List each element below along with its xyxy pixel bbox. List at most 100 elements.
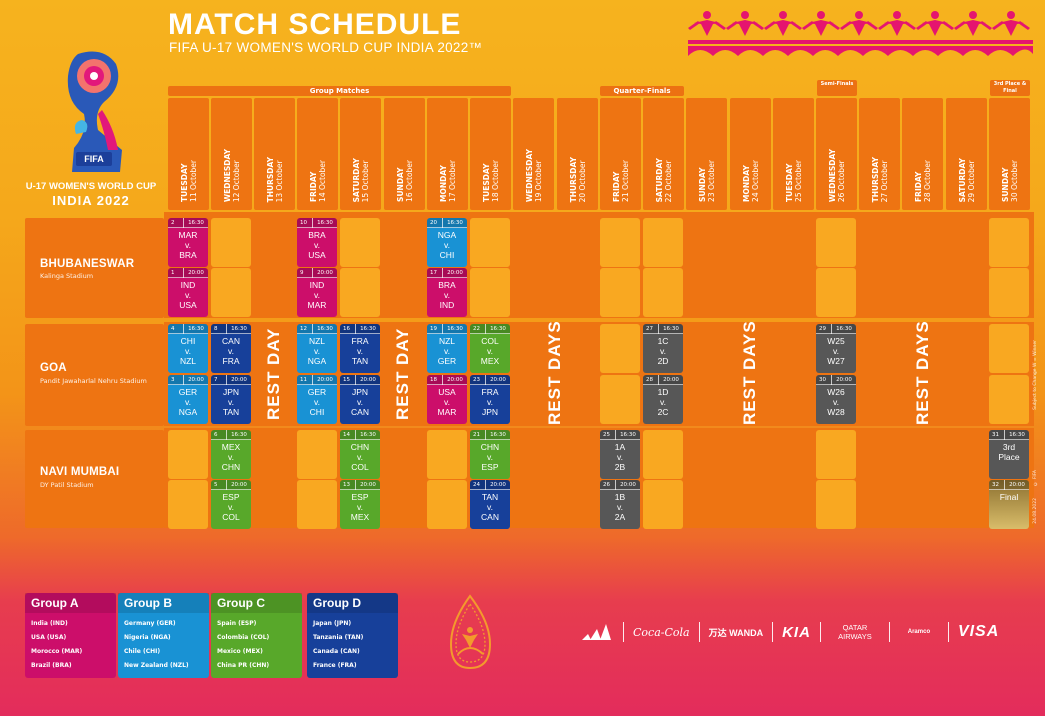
match-card[interactable]: 7 20:00 JPN v. TAN [211,375,251,424]
away-team: ESP [481,462,499,472]
match-card[interactable]: 13 20:00 ESP v. MEX [340,480,380,529]
side-note-subject-to-change: Subject to Change W = Winner [1033,340,1038,410]
match-number: 15 [343,377,350,383]
match-card[interactable]: 6 16:30 MEX v. CHN [211,430,251,479]
kickoff-time: 16:30 [226,324,251,334]
day-header-11: TUESDAY 11 October [168,98,209,210]
kickoff-time: 16:30 [831,324,856,334]
empty-slot [168,430,208,479]
weekday-label: SATURDAY [957,157,967,202]
match-number: 1 [171,270,175,276]
versus: v. [833,397,839,407]
day-header-29: SATURDAY 29 October [946,98,987,210]
empty-slot [989,324,1029,373]
away-team: 2C [657,407,669,417]
match-card[interactable]: 2 16:30 MAR v. BRA [168,218,208,267]
match-card[interactable]: 3 20:00 GER v. NGA [168,375,208,424]
match-card[interactable]: 25 16:30 1A v. 2B [600,430,640,479]
away-team: MAR [307,300,327,310]
versus: v. [487,397,493,407]
qatar-airways-logo: QATAR AIRWAYS [838,623,872,641]
weekday-label: SATURDAY [351,157,361,202]
match-card[interactable]: 4 16:30 CHI v. NZL [168,324,208,373]
day-header-20: THURSDAY 20 October [557,98,598,210]
day-header-19: WEDNESDAY 19 October [513,98,554,210]
kickoff-time: 16:30 [355,430,380,440]
date-label: 18 October [490,160,500,202]
empty-slot [989,375,1029,424]
kickoff-time: 16:30 [312,218,337,228]
away-team: TAN [222,407,240,417]
away-team: IND [439,300,455,310]
match-card[interactable]: 21 16:30 CHN v. ESP [470,430,510,479]
match-card[interactable]: 19 16:30 NZL v. GER [427,324,467,373]
group-title: Group D [307,593,398,613]
kickoff-time: 20:00 [183,268,208,278]
kickoff-time: 16:30 [355,324,380,334]
day-header-21: FRIDAY 21 October [600,98,641,210]
match-card[interactable]: 26 20:00 1B v. 2A [600,480,640,529]
team-item: Germany (GER) [124,620,176,627]
versus: v. [660,397,666,407]
match-card[interactable]: 18 20:00 USA v. MAR [427,375,467,424]
match-card[interactable]: 22 16:30 COL v. MEX [470,324,510,373]
kickoff-time: 20:00 [226,375,251,385]
home-team: NZL [308,336,326,346]
match-card[interactable]: 5 20:00 ESP v. COL [211,480,251,529]
match-number: 11 [300,377,307,383]
date-label: 17 October [447,160,457,202]
match-card[interactable]: 27 16:30 1C v. 2D [643,324,683,373]
match-card[interactable]: 31 16:30 3rd Place [989,430,1029,479]
match-card[interactable]: 24 20:00 TAN v. CAN [470,480,510,529]
match-card[interactable]: 23 20:00 FRA v. JPN [470,375,510,424]
empty-slot [211,268,251,317]
svg-text:FIFA: FIFA [84,154,104,164]
venue-stadium: Pandit Jawaharlal Nehru Stadium [40,377,147,385]
match-card[interactable]: 20 16:30 NGA v. CHI [427,218,467,267]
match-card[interactable]: 1 20:00 IND v. USA [168,268,208,317]
match-card[interactable]: 12 16:30 NZL v. NGA [297,324,337,373]
home-team: JPN [351,387,369,397]
match-card[interactable]: 10 16:30 BRA v. USA [297,218,337,267]
match-number: 22 [473,326,480,332]
match-card[interactable]: 9 20:00 IND v. MAR [297,268,337,317]
match-card[interactable]: 28 20:00 1D v. 2C [643,375,683,424]
empty-slot [816,480,856,529]
date-label: 14 October [317,160,327,202]
empty-slot [340,218,380,267]
phase-group-matches: Group Matches [168,86,511,96]
match-card[interactable]: 14 16:30 CHN v. COL [340,430,380,479]
match-card[interactable]: 29 16:30 W25 v. W27 [816,324,856,373]
weekday-label: WEDNESDAY [827,148,837,202]
kickoff-time: 16:30 [183,324,208,334]
kickoff-time: 16:30 [485,324,510,334]
team-item: India (IND) [31,620,68,627]
day-header-26: WEDNESDAY 26 October [816,98,857,210]
match-number: 24 [473,482,480,488]
match-card[interactable]: 32 20:00 Final [989,480,1029,529]
weekday-label: FRIDAY [913,171,923,202]
empty-slot [427,480,467,529]
page-title: MATCH SCHEDULE [168,8,462,41]
weekday-label: WEDNESDAY [222,148,232,202]
match-card[interactable]: 15 20:00 JPN v. CAN [340,375,380,424]
match-card[interactable]: 17 20:00 BRA v. IND [427,268,467,317]
away-team: FRA [222,356,240,366]
match-card[interactable]: 16 16:30 FRA v. TAN [340,324,380,373]
match-number: 31 [992,432,999,438]
rest-days-27-29-oct: REST DAYS [913,320,932,425]
match-number: 29 [819,326,826,332]
match-card[interactable]: 11 20:00 GER v. CHI [297,375,337,424]
date-label: 15 October [360,160,370,202]
side-note-copyright: © FIFA [1033,470,1038,486]
versus: v. [228,502,234,512]
aramco-logo: Aramco [907,629,931,635]
page-subtitle: FIFA U-17 WOMEN'S WORLD CUP INDIA 2022™ [169,40,483,55]
versus: v. [314,397,320,407]
match-card[interactable]: 8 16:30 CAN v. FRA [211,324,251,373]
phase-final: 3rd Place & Final [990,80,1030,96]
day-header-13: THURSDAY 13 October [254,98,295,210]
rest-day-13-oct: REST DAY [264,327,283,420]
home-team: ESP [351,492,369,502]
match-card[interactable]: 30 20:00 W26 v. W28 [816,375,856,424]
